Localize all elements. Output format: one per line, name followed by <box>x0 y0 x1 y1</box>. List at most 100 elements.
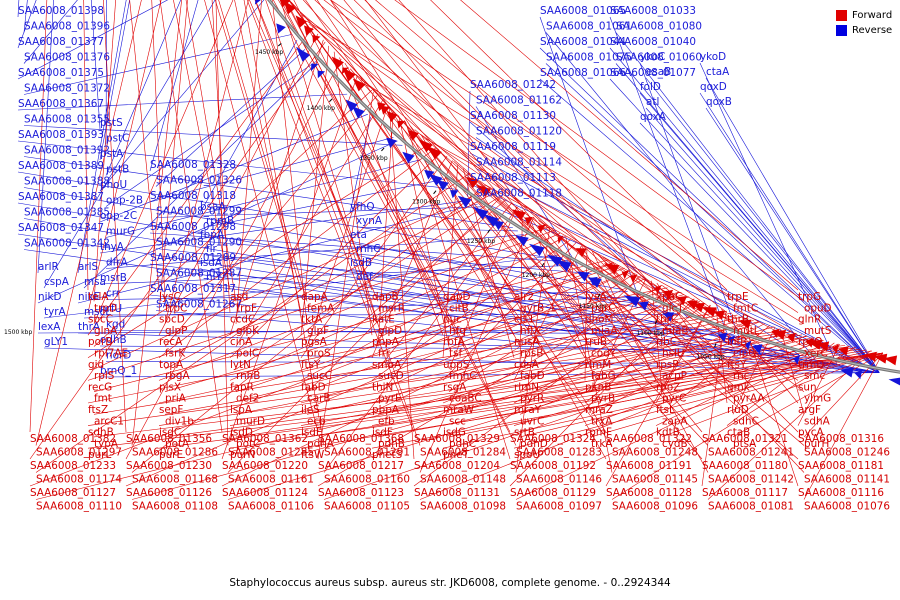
gene-label: SAA6008_01362 <box>222 433 308 445</box>
label-connector <box>469 152 880 373</box>
gene-feature <box>738 319 752 330</box>
gene-label: mraY <box>514 404 542 416</box>
gene-label: SAA6008_01080 <box>616 21 702 33</box>
gene-label: sucC <box>307 370 332 382</box>
label-connector <box>306 348 862 438</box>
legend: Forward Reverse <box>836 8 898 38</box>
gene-label: gLY1 <box>44 336 68 348</box>
gene-label: SAA6008_01290 <box>156 237 242 249</box>
gene-label: pyrC <box>662 393 686 405</box>
label-connector <box>365 0 586 291</box>
label-connector <box>214 0 302 291</box>
label-connector <box>158 352 883 449</box>
label-connector <box>235 314 738 415</box>
label-connector <box>105 330 732 335</box>
gene-label: SAA6008_01316 <box>798 433 884 445</box>
gene-label: opp-2C <box>100 210 137 222</box>
label-connector <box>538 220 734 370</box>
label-connector <box>29 41 326 460</box>
scale-ticks: 1050 kbp 1100 kbp 1150 kbp 1200 kbp 1250 kbp… <box>4 43 725 360</box>
label-connector <box>377 270 631 392</box>
gene-label: smbA <box>372 359 402 371</box>
gene-label: pstA <box>100 148 124 160</box>
gene-label: trpD <box>94 302 117 314</box>
label-connector <box>93 310 727 415</box>
label-connector <box>29 0 48 433</box>
scale-tick-label: 1150 kbp <box>579 303 607 310</box>
gene-label: SAA6008_01389 <box>18 160 104 172</box>
gene-feature <box>437 180 449 191</box>
label-connector <box>721 309 799 404</box>
label-connector <box>229 233 561 381</box>
gene-label: uvrC <box>520 415 544 427</box>
gene-label: mraZ <box>585 404 613 416</box>
gene-label: SAA6008_01283 <box>516 447 602 459</box>
label-connector <box>300 236 566 381</box>
label-connector <box>164 191 496 370</box>
gene-label: glpP <box>165 325 187 337</box>
gene-label: SAA6008_01220 <box>222 460 308 472</box>
label-connector <box>290 1 592 325</box>
label-connector <box>35 0 142 446</box>
label-connector <box>271 0 308 324</box>
gene-feature <box>397 120 406 129</box>
gene-label: SAA6008_01061 <box>546 21 632 33</box>
gene-label: fmtC <box>733 302 758 314</box>
gene-label: ctaB <box>727 427 750 439</box>
label-connector <box>17 0 169 80</box>
label-connector <box>23 125 403 146</box>
gene-label: arcC1 <box>94 415 124 427</box>
gene-label: tyrA <box>44 306 66 318</box>
label-connector <box>590 352 883 438</box>
gene-feature <box>483 214 499 227</box>
label-connector <box>235 195 502 370</box>
gene-label: SAA6008_01142 <box>708 474 794 486</box>
gene-label: efb <box>378 415 395 427</box>
label-connector <box>235 100 383 347</box>
gene-label: SAA6008_01081 <box>708 501 794 513</box>
label-connector <box>655 305 711 404</box>
label-connector <box>609 16 727 333</box>
label-connector <box>343 0 703 433</box>
label-connector <box>255 0 373 291</box>
gene-feature <box>713 310 726 320</box>
label-connector <box>306 105 389 347</box>
label-connector <box>173 0 231 291</box>
gene-feature <box>745 340 752 351</box>
label-connector <box>93 259 609 392</box>
gene-label: nikE <box>78 291 100 303</box>
label-connector <box>17 93 348 111</box>
gene-label: isdE <box>301 427 322 439</box>
gene-feature <box>623 295 641 307</box>
label-connector <box>353 0 663 302</box>
gene-label: SAA6008_01123 <box>318 487 404 499</box>
gene-feature <box>386 111 398 123</box>
gene-feature <box>805 337 815 348</box>
gene-label: trmD <box>798 359 824 371</box>
label-connector <box>164 95 378 347</box>
label-connector <box>460 0 799 291</box>
gene-label: SAA6008_01328 <box>150 159 236 171</box>
gene-label: SAA6008_01075 <box>546 52 632 64</box>
label-connector <box>99 0 265 192</box>
gene-label: fmt <box>94 393 112 405</box>
gene-label: pdhD <box>520 438 548 450</box>
gene-label: rnc <box>733 370 750 382</box>
gene-label: SAA6008_01181 <box>798 460 884 472</box>
gene-feature <box>254 0 261 5</box>
label-connector <box>364 0 799 433</box>
label-connector <box>307 21 805 325</box>
label-connector <box>705 77 880 373</box>
gene-label: SAA6008_01191 <box>606 460 692 472</box>
gene-label: def <box>356 271 373 283</box>
label-connector <box>323 0 728 313</box>
label-connector <box>149 0 199 172</box>
gene-label: uppS <box>443 359 470 371</box>
gene-label: nuc <box>443 314 462 326</box>
label-connector <box>300 352 883 449</box>
gene-label: tsf <box>449 348 462 360</box>
gene-label: qoxA <box>640 111 667 123</box>
gene-label: purE <box>159 449 183 461</box>
label-connector <box>87 226 550 381</box>
gene-label: rpoZ <box>656 381 680 393</box>
